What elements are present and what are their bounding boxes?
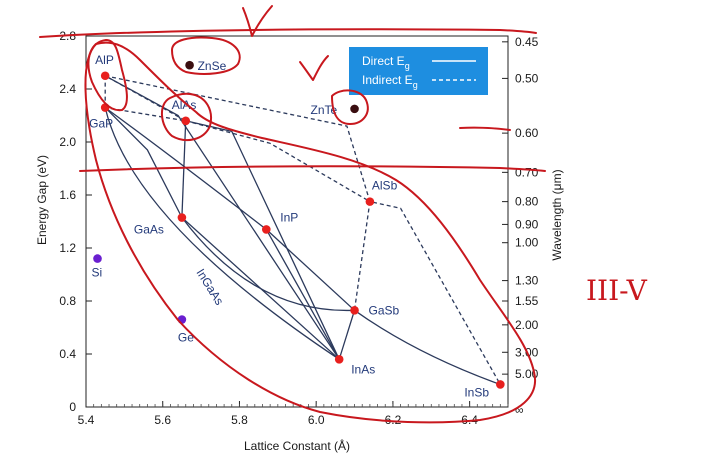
label-znte: ZnTe [311, 103, 338, 117]
material-points [93, 60, 505, 389]
label-gaas: GaAs [134, 223, 164, 237]
wavelength-axis-ticks: 0.45 0.50 0.60 0.70 0.80 0.90 1.00 1.30 1.55 2.00… [502, 35, 539, 417]
curve-alas-gaas [181, 120, 187, 218]
wavelength-tick-label: 0.90 [515, 217, 539, 231]
y-tick-label: 2.4 [59, 82, 76, 96]
point-gaas [177, 213, 187, 222]
label-gasb: GaSb [369, 303, 400, 317]
point-alas [181, 116, 191, 126]
point-znse [185, 60, 194, 70]
wavelength-tick-label: 2.00 [515, 318, 539, 332]
x-axis-title: Lattice Constant (Å) [244, 438, 350, 453]
legend-direct-label: Direct Eg [362, 54, 410, 71]
curve-inp-inas [265, 229, 340, 360]
ingaas-curve-label: InGaAs [193, 266, 226, 307]
plot-frame [85, 35, 509, 408]
ink-line-top [39, 28, 537, 38]
material-labels: AlPGaPAlAsZnSeZnTeAlSbGaAsInPGaSbInAsInS… [89, 53, 489, 400]
wavelength-tick-label: 1.30 [515, 274, 539, 288]
ink-check-2 [299, 55, 329, 81]
y-tick-label: 1.6 [59, 188, 76, 202]
ink-circle-alp [87, 39, 128, 112]
point-znte [350, 104, 359, 114]
x-tick-label: 5.8 [231, 413, 248, 427]
handwritten-group-label: III-V [586, 274, 648, 307]
point-alp [100, 71, 110, 81]
label-gap: GaP [89, 117, 113, 131]
wavelength-tick-label: 1.55 [515, 294, 539, 308]
point-inp [262, 225, 271, 234]
ink-circle-znte [331, 89, 369, 125]
wavelength-tick-label: 0.70 [515, 165, 539, 179]
wavelength-tick-label: 0.50 [515, 71, 539, 85]
y-tick-label: 0.8 [59, 294, 76, 308]
wavelength-tick-label: ∞ [515, 403, 524, 417]
wavelength-tick-label: 0.80 [515, 195, 539, 209]
legend: Direct Eg Indirect Eg [349, 47, 488, 95]
label-si: Si [92, 266, 103, 280]
curve-alas-inas [185, 120, 340, 360]
curve-gasb-insb [354, 309, 501, 386]
curve-alsb-gasb [353, 201, 371, 311]
curve-inp-gasb [265, 228, 355, 311]
label-znse: ZnSe [198, 59, 227, 73]
label-ge: Ge [178, 331, 194, 345]
ink-circle-alas [161, 92, 212, 142]
ink-check-1 [242, 5, 273, 37]
label-insb: InSb [464, 385, 489, 399]
label-alsb: AlSb [372, 179, 398, 193]
curve-gap-inp [104, 107, 267, 230]
wavelength-tick-label: 0.60 [515, 126, 539, 140]
curve-gaas-gasb [181, 217, 355, 312]
ink-line-060 [459, 126, 511, 131]
label-alp: AlP [95, 53, 114, 67]
curve-alas-alsb [185, 120, 371, 203]
curve-alp-inas [104, 75, 340, 360]
x-tick-label: 6.2 [385, 413, 402, 427]
curve-ingaas-outer [104, 107, 340, 360]
ink-line-band [79, 165, 546, 172]
y-axis-title: Energy Gap (eV) [35, 155, 49, 245]
wavelength-axis-title: Wavelength (μm) [550, 169, 564, 260]
label-inas: InAs [351, 362, 375, 376]
wavelength-tick-label: 1.00 [515, 236, 539, 250]
y-tick-label: 0.4 [59, 347, 76, 361]
y-axis-ticks: 00.40.81.21.62.02.42.8 [59, 29, 92, 414]
handwritten-annotations: III-V [39, 5, 648, 424]
point-inas [334, 355, 344, 364]
x-tick-label: 6.0 [308, 413, 325, 427]
y-tick-label: 1.2 [59, 241, 76, 255]
wavelength-tick-label: 0.45 [515, 35, 539, 49]
point-si [93, 254, 102, 263]
y-tick-label: 2.0 [59, 135, 76, 149]
legend-indirect-label: Indirect Eg [362, 73, 418, 90]
x-tick-label: 5.6 [154, 413, 171, 427]
legend-box [349, 47, 488, 95]
curve-alp-alsb [105, 75, 501, 385]
point-alsb [365, 197, 375, 206]
point-insb [496, 380, 505, 389]
label-inp: InP [280, 210, 298, 224]
ink-circle-znse [171, 36, 241, 75]
x-tick-label: 5.4 [78, 413, 95, 427]
curve-gasb-inas [338, 310, 356, 360]
point-gasb [350, 305, 359, 315]
ink-outline-region [84, 41, 537, 424]
alloy-curves [104, 74, 501, 386]
y-tick-label: 0 [69, 400, 76, 414]
